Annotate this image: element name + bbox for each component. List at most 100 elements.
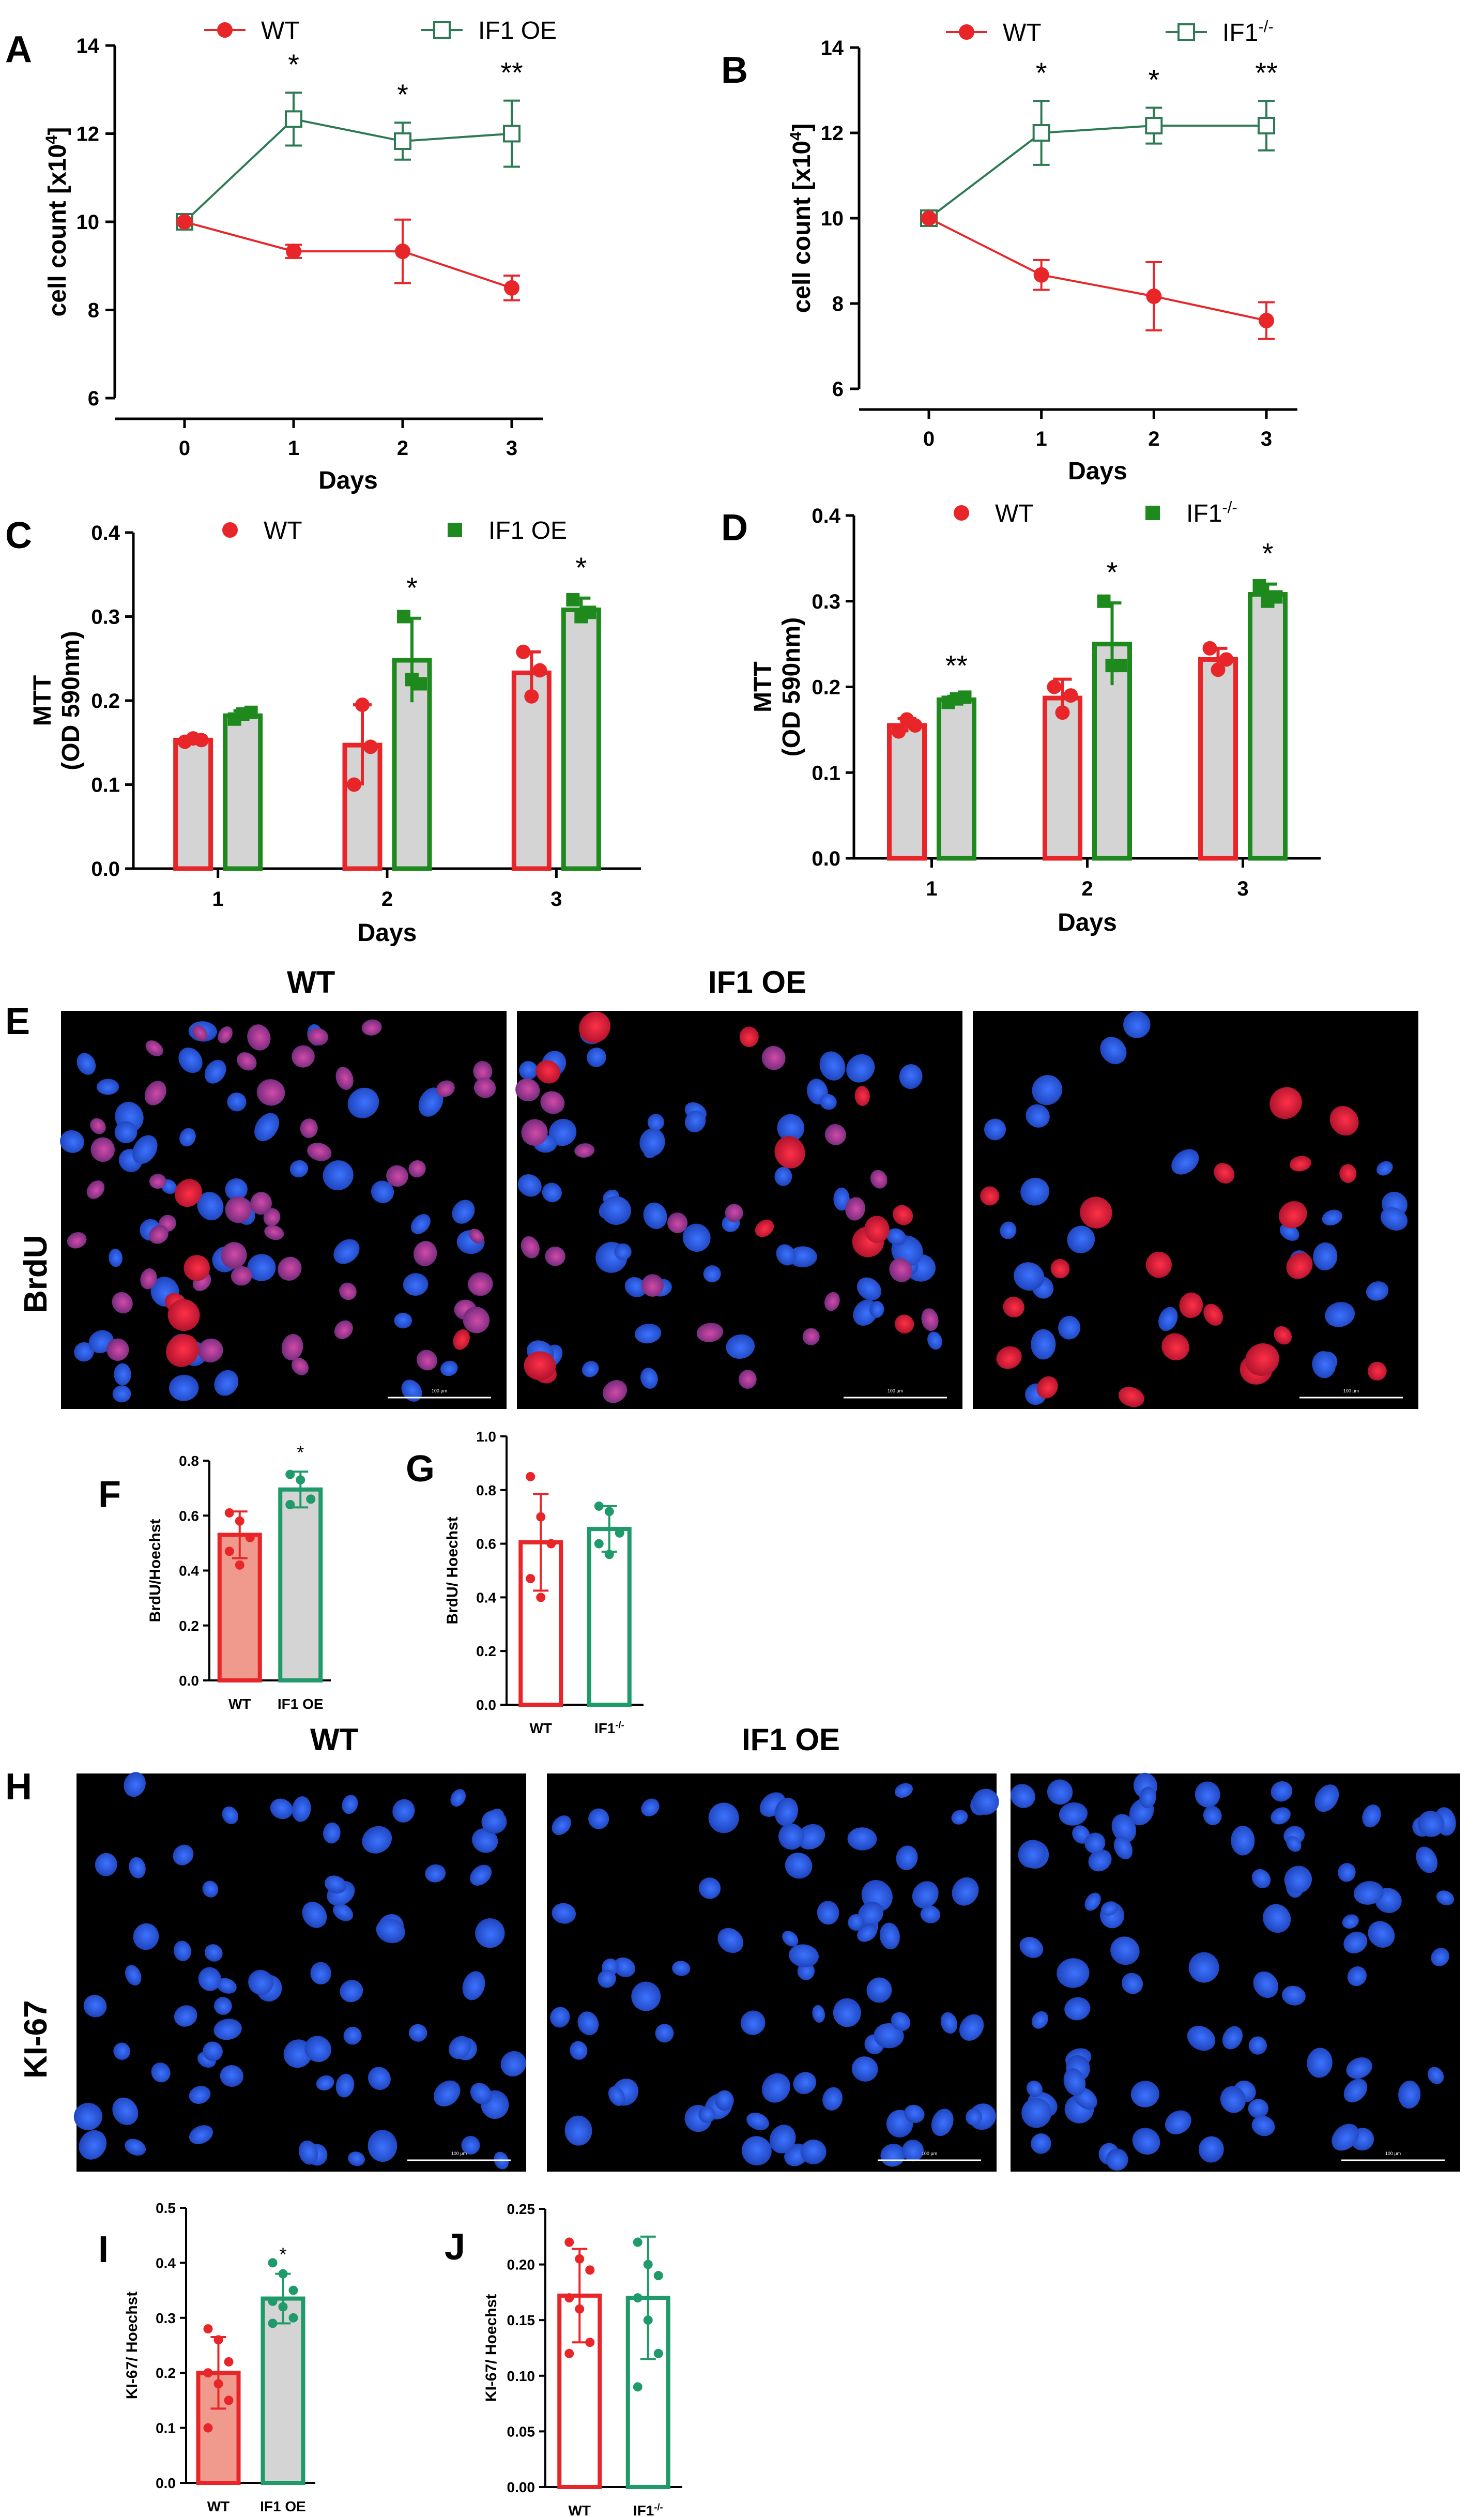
nucleus-hoechst — [362, 1826, 392, 1854]
data-point — [526, 1574, 536, 1584]
nucleus-hoechst — [1139, 1786, 1156, 1809]
nucleus-hoechst — [204, 1059, 226, 1084]
data-point — [268, 2258, 278, 2268]
nucleus-brdu-merge — [278, 1256, 302, 1281]
nucleus-hoechst — [73, 2103, 103, 2130]
nucleus-positive — [1118, 1387, 1144, 1407]
nucleus-hoechst — [817, 1901, 839, 1925]
nucleus-brdu-merge — [198, 1338, 223, 1363]
nucleus-positive — [1080, 1196, 1112, 1229]
y-tick-label: 0.2 — [179, 1618, 199, 1634]
nucleus-hoechst — [425, 1864, 446, 1883]
nucleus-hoechst — [1362, 1804, 1381, 1828]
y-tick-label: 0.2 — [812, 676, 840, 699]
bar — [1248, 592, 1288, 861]
nucleus-hoechst — [1354, 1881, 1384, 1905]
nucleus-hoechst — [376, 1918, 405, 1944]
micrograph-brdu-2: 100 µm — [515, 1011, 962, 1409]
nucleus-hoechst — [440, 1360, 458, 1376]
nucleus-hoechst — [655, 2024, 674, 2043]
y-axis-label: KI-67/ Hoechst — [124, 2292, 141, 2399]
data-point — [891, 724, 906, 739]
nucleus-hoechst — [1376, 1161, 1393, 1176]
nucleus-hoechst — [740, 2010, 766, 2035]
data-point — [643, 2260, 653, 2269]
nucleus-hoechst — [624, 1277, 647, 1297]
nucleus-positive — [854, 1086, 870, 1106]
nucleus-hoechst — [774, 1797, 799, 1826]
micrograph-ki67-1: 100 µm — [73, 1772, 526, 2172]
nucleus-positive — [895, 1314, 914, 1334]
nucleus-hoechst — [1416, 1846, 1438, 1873]
nucleus-brdu-merge — [802, 1328, 820, 1345]
nucleus-hoechst — [475, 1918, 505, 1948]
data-point — [213, 2335, 223, 2345]
nucleus-hoechst — [1332, 2124, 1359, 2151]
nucleus-hoechst — [1312, 1242, 1338, 1270]
x-tick-label: IF1-/- — [633, 2502, 663, 2517]
significance-mark: * — [1262, 537, 1274, 570]
x-tick-label: 3 — [1237, 877, 1248, 900]
nucleus-hoechst — [1427, 2067, 1444, 2084]
nucleus-hoechst — [1342, 1914, 1359, 1929]
nucleus-hoechst — [1248, 2099, 1269, 2118]
nucleus-positive — [167, 1299, 200, 1331]
nucleus-hoechst — [408, 2024, 427, 2042]
bar — [173, 737, 213, 871]
nucleus-hoechst — [113, 2042, 131, 2060]
nucleus-brdu-merge — [386, 1165, 408, 1187]
nucleus-hoechst — [225, 1178, 248, 1201]
nucleus-hoechst — [776, 1244, 796, 1266]
nucleus-hoechst — [472, 1828, 498, 1853]
data-point — [285, 1469, 295, 1479]
nucleus-hoechst — [608, 2086, 625, 2106]
nucleus-brdu-merge — [263, 1208, 281, 1226]
nucleus-hoechst — [83, 1995, 107, 2018]
nucleus-hoechst — [800, 2140, 827, 2164]
nucleus-hoechst — [1110, 1936, 1140, 1965]
y-tick-label: 1.0 — [476, 1429, 496, 1445]
nucleus-hoechst — [1231, 1826, 1255, 1856]
data-point — [504, 280, 519, 296]
y-tick-label: 0.1 — [91, 774, 120, 797]
panel-label-e: E — [5, 1001, 30, 1042]
y-tick-label: 14 — [821, 37, 844, 59]
nucleus-hoechst — [1222, 2026, 1243, 2050]
legend-label: WT — [261, 17, 300, 44]
nucleus-brdu-merge — [281, 1333, 303, 1360]
nucleus-hoechst — [1188, 1952, 1219, 1983]
nucleus-hoechst — [1195, 1781, 1220, 1808]
panel-label-c: C — [5, 515, 32, 556]
nucleus-hoechst — [614, 1243, 632, 1261]
nucleus-positive — [1214, 1163, 1235, 1184]
nucleus-hoechst — [1106, 2148, 1128, 2171]
nucleus-positive — [453, 1329, 470, 1350]
nucleus-hoechst — [1436, 1890, 1455, 1906]
nucleus-hoechst — [1100, 1037, 1127, 1065]
nucleus-hoechst — [179, 1128, 196, 1147]
nucleus-hoechst — [1020, 1177, 1050, 1206]
nucleus-positive — [1179, 1292, 1203, 1318]
nucleus-hoechst — [631, 1981, 661, 2011]
nucleus-brdu-merge — [738, 1370, 757, 1389]
nucleus-hoechst — [220, 2065, 243, 2087]
data-point — [177, 214, 192, 230]
nucleus-hoechst — [1084, 1832, 1106, 1854]
nucleus-hoechst — [1282, 1985, 1306, 2006]
nucleus-hoechst — [109, 1249, 123, 1267]
nucleus-positive — [1203, 1303, 1223, 1326]
data-point — [347, 777, 361, 792]
nucleus-hoechst — [761, 2073, 790, 2103]
x-axis-label: Days — [1068, 458, 1127, 485]
nucleus-positive — [1145, 1251, 1172, 1278]
bar — [1198, 657, 1238, 861]
y-tick-label: 10 — [77, 211, 100, 234]
y-tick-label: 0.1 — [812, 762, 840, 784]
panel-label-j: J — [445, 2226, 465, 2268]
legend-marker — [1177, 23, 1195, 41]
data-point — [224, 1546, 234, 1556]
nucleus-hoechst — [1010, 1784, 1035, 1808]
nucleus-positive — [1003, 1296, 1024, 1318]
data-point — [653, 2271, 663, 2281]
nucleus-hoechst — [79, 2130, 107, 2160]
